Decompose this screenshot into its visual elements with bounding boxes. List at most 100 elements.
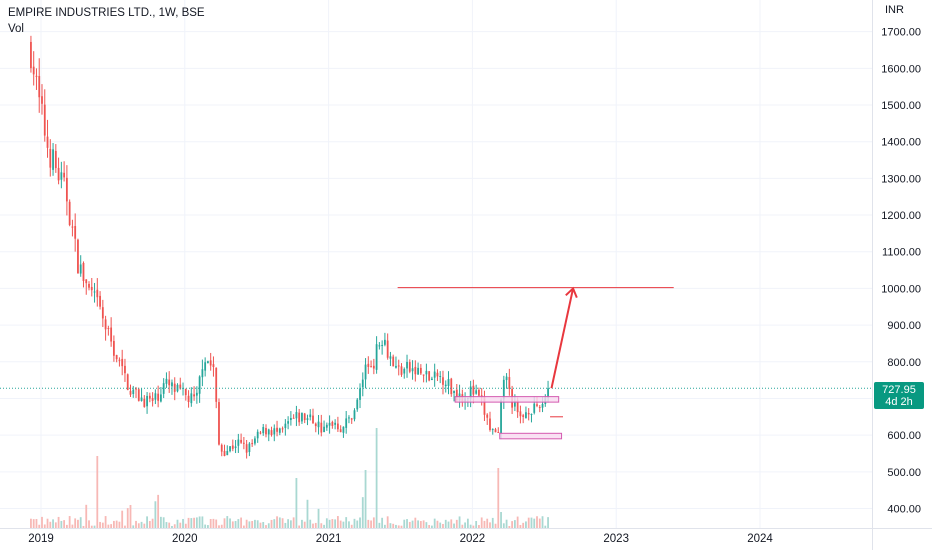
volume-bar bbox=[281, 518, 284, 528]
candle-body bbox=[389, 356, 392, 359]
candle-body bbox=[519, 411, 522, 417]
chart-grid bbox=[0, 0, 872, 528]
volume-bar bbox=[323, 524, 325, 528]
y-tick-label: 1600.00 bbox=[881, 63, 921, 75]
x-tick-label: 2021 bbox=[316, 533, 342, 545]
volume-bar bbox=[284, 522, 287, 528]
candle-body bbox=[414, 366, 417, 375]
candle-body bbox=[342, 426, 345, 433]
candle-body bbox=[242, 442, 245, 444]
volume-bar bbox=[461, 524, 464, 528]
volume-bar bbox=[215, 519, 218, 528]
candle-body bbox=[309, 414, 312, 418]
volume-bar bbox=[339, 520, 342, 528]
candle-body bbox=[140, 397, 143, 401]
candle-body bbox=[483, 397, 486, 415]
volume-bar bbox=[414, 517, 417, 528]
volume-bar bbox=[242, 525, 245, 528]
candle-body bbox=[306, 418, 309, 420]
volume-bar bbox=[480, 517, 483, 528]
volume-bar bbox=[408, 521, 411, 528]
candle-body bbox=[489, 418, 491, 430]
volume-bar bbox=[54, 522, 57, 528]
candle-body bbox=[267, 429, 270, 435]
candle-body bbox=[148, 395, 151, 399]
candle-body bbox=[237, 439, 240, 446]
volume-bar bbox=[121, 510, 124, 528]
candle-body bbox=[68, 201, 71, 226]
y-tick-label: 1700.00 bbox=[881, 27, 921, 39]
volume-bar bbox=[65, 524, 68, 528]
volume-bar bbox=[104, 516, 107, 528]
candle-body bbox=[289, 417, 292, 421]
candle-body bbox=[419, 367, 422, 374]
volume-bar bbox=[254, 519, 256, 528]
candle-body bbox=[442, 377, 444, 385]
volume-bar bbox=[278, 517, 281, 528]
volume-bar bbox=[160, 516, 162, 528]
candle-body bbox=[187, 395, 190, 402]
candle-body bbox=[52, 149, 54, 170]
volume-bar bbox=[544, 525, 547, 528]
candle-body bbox=[124, 365, 126, 374]
candle-body bbox=[408, 362, 411, 372]
candle-body bbox=[323, 426, 325, 433]
candle-body bbox=[453, 390, 455, 393]
candle-body bbox=[46, 136, 49, 148]
volume-bar bbox=[403, 519, 406, 528]
y-tick-label: 1100.00 bbox=[882, 247, 921, 259]
candle-body bbox=[198, 376, 201, 394]
candle-body bbox=[265, 428, 267, 435]
volume-bar bbox=[541, 516, 544, 528]
candle-body bbox=[325, 424, 328, 428]
candle-body bbox=[339, 429, 342, 433]
candle-body bbox=[74, 226, 77, 239]
candle-body bbox=[276, 427, 278, 432]
volume-bar bbox=[140, 521, 143, 528]
candle-body bbox=[303, 413, 306, 421]
volume-bar bbox=[198, 516, 201, 528]
volume-bar bbox=[525, 521, 527, 528]
volume-bar bbox=[428, 525, 431, 528]
candle-body bbox=[312, 415, 314, 424]
volume-bar bbox=[162, 517, 165, 528]
x-tick-label: 2022 bbox=[460, 533, 486, 545]
volume-bar bbox=[505, 519, 508, 528]
volume-bar bbox=[79, 517, 82, 528]
volume-bar bbox=[292, 517, 295, 528]
volume-bar bbox=[93, 525, 96, 528]
volume-bar bbox=[43, 524, 46, 528]
candle-body bbox=[497, 432, 500, 434]
volume-bar bbox=[494, 523, 497, 528]
candle-body bbox=[359, 388, 361, 400]
candle-body bbox=[336, 423, 339, 430]
volume-bar bbox=[444, 519, 447, 528]
volume-bar bbox=[386, 516, 389, 528]
candle-body bbox=[505, 376, 508, 381]
candle-body bbox=[447, 379, 450, 386]
y-tick-label: 600.00 bbox=[887, 430, 921, 442]
volume-bar bbox=[312, 523, 314, 528]
volume-bar bbox=[397, 525, 400, 528]
candle-body bbox=[450, 378, 453, 395]
candle-body bbox=[397, 365, 400, 367]
volume-bar bbox=[212, 518, 215, 528]
volume-bar bbox=[406, 519, 408, 528]
volume-bar bbox=[342, 521, 345, 528]
x-tick-label: 2024 bbox=[747, 533, 773, 545]
volume-bar bbox=[57, 516, 60, 528]
volume-bar bbox=[395, 524, 397, 528]
volume-bar bbox=[345, 517, 348, 528]
candle-body bbox=[502, 379, 505, 400]
volume-bar bbox=[453, 523, 455, 528]
y-tick-label: 1300.00 bbox=[881, 173, 921, 185]
candle-body bbox=[538, 407, 541, 409]
volume-label: Vol bbox=[8, 23, 24, 35]
candle-body bbox=[331, 421, 334, 426]
candle-body bbox=[317, 421, 320, 428]
volume-bar bbox=[273, 519, 276, 528]
volume-bar bbox=[143, 523, 146, 528]
volume-bar bbox=[115, 520, 118, 528]
